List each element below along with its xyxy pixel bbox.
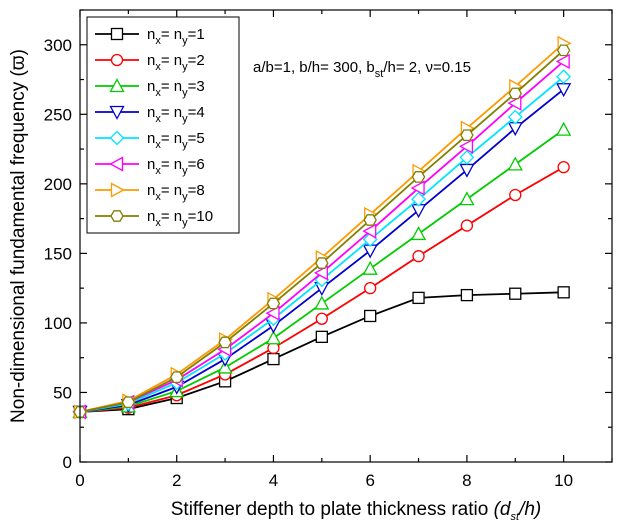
legend-box (86, 16, 240, 234)
data-point-2-7 (412, 250, 425, 263)
legend-marker (109, 105, 125, 120)
y-tick-label: 150 (44, 244, 72, 263)
data-point-6-10 (555, 53, 570, 70)
legend-marker (110, 210, 124, 222)
data-point-1-6 (364, 309, 377, 323)
legend-item-5: nx= ny=5 (95, 130, 205, 151)
x-axis-title-main: Stiffener depth to plate thickness ratio (171, 499, 494, 520)
y-tick-label: 300 (44, 36, 72, 55)
legend-label: nx= ny=10 (147, 208, 213, 229)
parameter-annotation: a/b=1, b/h= 300, bst/h= 2, ν=0.15 (253, 59, 471, 80)
data-point-6-6 (362, 223, 377, 239)
legend-marker (109, 130, 125, 146)
data-point-3-10 (556, 121, 572, 136)
data-point-10-4 (266, 297, 281, 310)
data-point-10-8 (460, 129, 474, 142)
legend-item-1: nx= ny=1 (95, 26, 205, 47)
y-tick-label: 0 (63, 453, 72, 472)
data-point-2-9 (509, 188, 522, 202)
legend-label: nx= ny=8 (147, 182, 205, 203)
data-point-10-10 (556, 44, 571, 57)
legend: nx= ny=1 nx= ny=2 nx= ny=3 nx= ny=4 nx= ny=5… (95, 26, 213, 229)
data-point-1-10 (557, 286, 570, 299)
x-tick-label: 2 (172, 471, 181, 490)
data-point-4-6 (362, 244, 378, 259)
data-point-3-7 (410, 226, 427, 241)
data-point-6-7 (410, 180, 425, 196)
y-tick-label: 200 (44, 175, 72, 194)
x-axis-title-subscript: st (511, 511, 521, 523)
legend-label: nx= ny=4 (147, 104, 205, 125)
data-point-5-7 (411, 191, 426, 207)
data-point-10-5 (315, 257, 329, 269)
legend-item-4: nx= ny=4 (95, 104, 205, 125)
series-3 (72, 121, 572, 419)
annotation-text-1: a/b=1, b/h= 300, b (253, 59, 375, 76)
data-point-5-8 (459, 150, 475, 165)
legend-label: nx= ny=6 (147, 156, 205, 177)
x-axis-title-end: /h) (517, 499, 541, 520)
data-point-6-9 (507, 95, 522, 111)
x-tick-label: 10 (554, 471, 573, 490)
series-10 (73, 44, 571, 418)
data-point-10-1 (121, 396, 136, 409)
data-point-3-5 (314, 295, 330, 310)
data-point-1-5 (315, 330, 328, 343)
legend-marker (110, 27, 124, 41)
data-point-2-10 (557, 161, 570, 174)
legend-item-10: nx= ny=10 (95, 208, 213, 229)
legend-item-3: nx= ny=3 (95, 78, 205, 99)
legend-label: nx= ny=2 (147, 52, 205, 73)
x-axis-title-var: (d (494, 499, 512, 520)
x-tick-label: 4 (269, 471, 278, 490)
data-point-6-4 (265, 305, 280, 321)
legend-item-8: nx= ny=8 (95, 182, 205, 203)
data-point-10-3 (218, 336, 232, 349)
x-tick-label: 0 (75, 471, 84, 490)
data-point-10-2 (169, 371, 184, 384)
x-tick-label: 8 (462, 471, 471, 490)
legend-label: nx= ny=5 (147, 130, 205, 151)
data-point-3-4 (265, 330, 282, 345)
data-point-10-6 (363, 214, 377, 226)
data-point-5-9 (507, 109, 523, 125)
data-point-10-9 (508, 87, 523, 100)
legend-marker (109, 78, 125, 93)
data-point-2-6 (364, 282, 377, 295)
y-tick-label: 50 (53, 383, 72, 402)
data-point-2-8 (460, 219, 474, 232)
y-tick-label: 250 (44, 105, 72, 124)
legend-label: nx= ny=3 (147, 78, 205, 99)
data-point-6-5 (313, 265, 328, 281)
legend-item-6: nx= ny=6 (95, 156, 205, 177)
plot-frame (79, 9, 613, 463)
y-axis-title: Non-dimensional fundamental frequency (ϖ… (8, 49, 29, 423)
data-point-5-10 (556, 69, 572, 85)
legend-marker (110, 53, 124, 67)
x-axis-title: Stiffener depth to plate thickness ratio… (171, 499, 542, 523)
data-point-1-9 (509, 287, 522, 300)
data-point-2-5 (315, 312, 328, 325)
plot-layer (72, 35, 572, 420)
legend-item-2: nx= ny=2 (95, 52, 205, 73)
data-point-3-9 (507, 156, 523, 171)
data-point-3-6 (362, 260, 378, 275)
legend-label: nx= ny=1 (147, 26, 205, 47)
legend-marker (109, 156, 124, 172)
x-tick-label: 6 (365, 471, 374, 490)
annotation-subscript: st (375, 68, 384, 80)
legend-marker (110, 182, 125, 198)
annotation-text-2: /h= 2, ν=0.15 (383, 59, 471, 76)
data-point-1-4 (267, 352, 280, 366)
data-point-6-8 (459, 138, 474, 154)
data-point-1-7 (412, 291, 425, 305)
data-point-3-8 (459, 191, 475, 206)
data-point-10-7 (411, 171, 426, 183)
data-point-1-8 (460, 288, 474, 302)
y-tick-label: 100 (44, 314, 72, 333)
